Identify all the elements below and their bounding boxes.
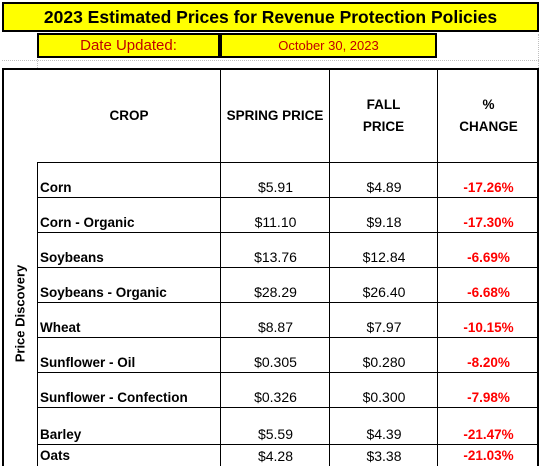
table-row-change: -17.30%: [463, 215, 514, 230]
row-border: [37, 232, 539, 233]
table-row-change: -21.03%: [463, 448, 514, 463]
table-row-crop: Corn - Organic: [40, 215, 135, 230]
table-row-fall-price: $0.300: [362, 389, 406, 405]
header-spring-price: SPRING PRICE: [221, 70, 329, 162]
date-updated-value: October 30, 2023: [220, 33, 437, 58]
row-border: [37, 197, 539, 198]
table-row-fall-price: $7.97: [366, 319, 402, 335]
table-row-fall-price: $9.18: [366, 214, 402, 230]
table-row-crop: Barley: [40, 427, 82, 442]
table-row-fall-price: $4.39: [366, 426, 402, 442]
header-change-line2: CHANGE: [459, 119, 518, 134]
row-border: [37, 267, 539, 268]
table-row-fall-price: $3.38: [366, 447, 402, 464]
row-border: [37, 407, 539, 408]
sheet-title: 2023 Estimated Prices for Revenue Protec…: [2, 2, 539, 32]
table-row-fall-price: $26.40: [362, 284, 406, 300]
table-row-crop: Wheat: [40, 320, 81, 335]
row-border: [37, 337, 539, 338]
table-row-change: -6.68%: [467, 285, 510, 300]
table-row-spring-price: $4.28: [257, 447, 294, 464]
header-fall-line2: PRICE: [362, 119, 405, 134]
row-border: [37, 302, 539, 303]
column-border: [437, 70, 438, 466]
table-row-change: -21.47%: [463, 427, 514, 442]
table-row-change: -8.20%: [467, 355, 510, 370]
table-row-change: -10.15%: [463, 320, 514, 335]
table-row-spring-price: $5.59: [257, 426, 294, 442]
column-border: [37, 162, 38, 466]
price-discovery-text: Price Discovery: [12, 264, 28, 362]
row-border: [37, 444, 539, 445]
table-row-crop: Sunflower - Confection: [40, 390, 188, 405]
row-border: [37, 372, 539, 373]
table-row-crop: Soybeans: [40, 250, 104, 265]
table-row-spring-price: $11.10: [254, 214, 297, 230]
price-discovery-label: Price Discovery: [4, 162, 36, 464]
table-row-spring-price: $8.87: [257, 319, 294, 335]
header-fall-line1: FALL: [366, 97, 401, 112]
header-crop-text: CROP: [109, 108, 149, 123]
header-change-line1: %: [482, 97, 495, 112]
table-row-crop: Sunflower - Oil: [40, 355, 136, 370]
gridline: [2, 60, 539, 61]
date-updated-label: Date Updated:: [37, 33, 220, 58]
table-row-change: -6.69%: [467, 250, 510, 265]
column-border: [329, 70, 330, 466]
row-border: [37, 162, 539, 163]
table-row-crop: Oats: [40, 448, 71, 463]
header-crop: CROP: [38, 70, 220, 162]
table-row-spring-price: $0.305: [254, 354, 297, 370]
table-row-crop: Soybeans - Organic: [40, 285, 167, 300]
table-row-spring-price: $0.326: [254, 389, 297, 405]
table-row-change: -17.26%: [463, 180, 514, 195]
table-row-spring-price: $28.29: [254, 284, 297, 300]
table-row-crop: Corn: [40, 180, 72, 195]
table-row-change: -7.98%: [467, 390, 510, 405]
table-row-fall-price: $0.280: [362, 354, 406, 370]
header-percent-change: % CHANGE: [438, 70, 539, 162]
header-fall-price: FALL PRICE: [330, 70, 437, 162]
table-row-fall-price: $12.84: [362, 249, 406, 265]
table-row-fall-price: $4.89: [366, 179, 402, 195]
table-row-spring-price: $5.91: [257, 179, 294, 195]
column-border: [220, 70, 221, 466]
header-spring-text: SPRING PRICE: [226, 108, 324, 123]
table-row-spring-price: $13.76: [254, 249, 297, 265]
gridline: [538, 34, 539, 68]
